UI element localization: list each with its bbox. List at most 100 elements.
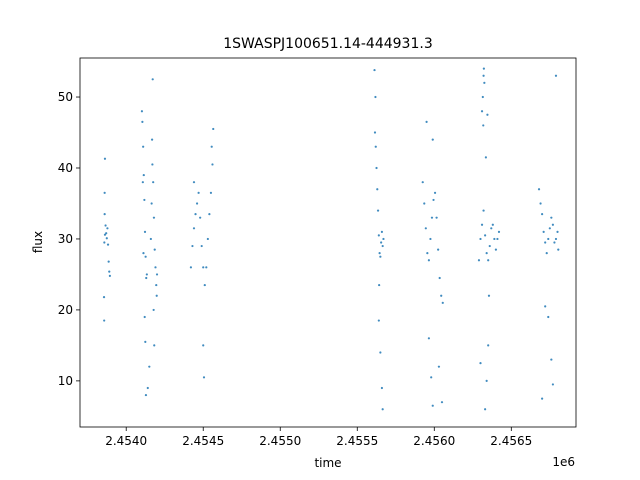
data-point bbox=[155, 283, 158, 287]
data-point bbox=[142, 173, 145, 177]
data-point bbox=[206, 237, 209, 241]
data-point bbox=[374, 95, 377, 99]
data-point bbox=[537, 188, 541, 191]
data-point bbox=[143, 315, 146, 319]
data-point bbox=[494, 248, 498, 251]
data-point bbox=[481, 95, 484, 99]
data-point bbox=[151, 163, 154, 166]
data-point bbox=[152, 308, 155, 312]
data-point bbox=[377, 234, 380, 237]
data-point bbox=[487, 344, 490, 347]
data-point bbox=[140, 110, 144, 113]
plot-area bbox=[79, 57, 577, 428]
data-point bbox=[497, 230, 501, 233]
data-point bbox=[423, 202, 426, 205]
data-point bbox=[105, 237, 108, 240]
data-point bbox=[141, 120, 144, 123]
data-point bbox=[103, 233, 107, 236]
data-point bbox=[441, 301, 444, 304]
data-point bbox=[202, 266, 205, 269]
x-tick-label: 2.4565 bbox=[490, 434, 532, 448]
data-point bbox=[431, 138, 434, 141]
data-point bbox=[379, 255, 382, 258]
data-point bbox=[545, 252, 548, 255]
y-tick-label: 20 bbox=[58, 303, 73, 317]
plot-frame bbox=[79, 57, 577, 428]
data-point bbox=[191, 244, 194, 248]
data-point bbox=[103, 191, 106, 194]
data-point bbox=[212, 127, 215, 131]
data-point bbox=[484, 156, 487, 159]
data-point bbox=[432, 198, 435, 202]
data-point bbox=[554, 74, 558, 77]
data-points-layer bbox=[102, 67, 560, 411]
data-point bbox=[427, 337, 430, 340]
data-point bbox=[541, 397, 544, 400]
data-point bbox=[550, 216, 553, 219]
data-point bbox=[103, 319, 106, 322]
data-point bbox=[106, 227, 109, 230]
data-point bbox=[379, 351, 382, 354]
data-point bbox=[104, 224, 107, 227]
data-point bbox=[209, 191, 213, 194]
x-tick-label: 2.4545 bbox=[182, 434, 224, 448]
data-point bbox=[550, 358, 553, 361]
data-point bbox=[544, 305, 547, 308]
data-point bbox=[145, 276, 148, 280]
data-point bbox=[482, 74, 485, 77]
data-point bbox=[477, 259, 481, 262]
data-point bbox=[438, 276, 441, 280]
data-point bbox=[479, 237, 482, 241]
x-tick-label: 2.4550 bbox=[259, 434, 301, 448]
data-point bbox=[377, 319, 380, 322]
data-point bbox=[485, 379, 488, 382]
data-point bbox=[199, 216, 202, 219]
data-point bbox=[380, 241, 383, 244]
x-tick-label: 2.4560 bbox=[413, 434, 455, 448]
data-point bbox=[192, 181, 196, 184]
data-point bbox=[152, 216, 156, 219]
data-point bbox=[210, 145, 213, 148]
data-point bbox=[195, 202, 199, 205]
data-point bbox=[197, 191, 200, 194]
data-point bbox=[205, 266, 208, 269]
data-point bbox=[440, 401, 444, 404]
data-point bbox=[437, 248, 440, 251]
data-point bbox=[551, 383, 554, 386]
data-point bbox=[153, 344, 156, 347]
data-point bbox=[194, 213, 197, 216]
data-point bbox=[482, 124, 485, 127]
y-axis: 10 20 30 40 50 bbox=[58, 90, 80, 388]
x-axis-label: time bbox=[314, 456, 341, 470]
data-point bbox=[103, 213, 106, 216]
data-point bbox=[547, 237, 550, 241]
data-point bbox=[424, 227, 427, 230]
data-point bbox=[380, 230, 384, 233]
data-point bbox=[487, 259, 490, 262]
data-point bbox=[376, 209, 380, 212]
data-point bbox=[547, 315, 550, 319]
data-point bbox=[487, 294, 491, 297]
data-point bbox=[154, 266, 157, 269]
data-point bbox=[485, 252, 488, 255]
data-point bbox=[378, 283, 381, 287]
data-point bbox=[211, 163, 214, 166]
data-point bbox=[426, 252, 429, 255]
data-point bbox=[107, 260, 110, 263]
data-point bbox=[380, 386, 384, 390]
data-point bbox=[557, 248, 560, 251]
data-point bbox=[373, 131, 377, 134]
data-point bbox=[484, 234, 487, 237]
data-point bbox=[142, 252, 145, 255]
data-point bbox=[493, 237, 496, 241]
x-tick-label: 2.4540 bbox=[105, 434, 147, 448]
data-point bbox=[425, 120, 428, 123]
data-point bbox=[430, 216, 434, 219]
data-point bbox=[146, 386, 149, 390]
data-point bbox=[556, 230, 559, 233]
data-point bbox=[203, 283, 206, 287]
data-point bbox=[102, 296, 106, 299]
data-point bbox=[479, 362, 482, 365]
data-point bbox=[208, 213, 211, 216]
